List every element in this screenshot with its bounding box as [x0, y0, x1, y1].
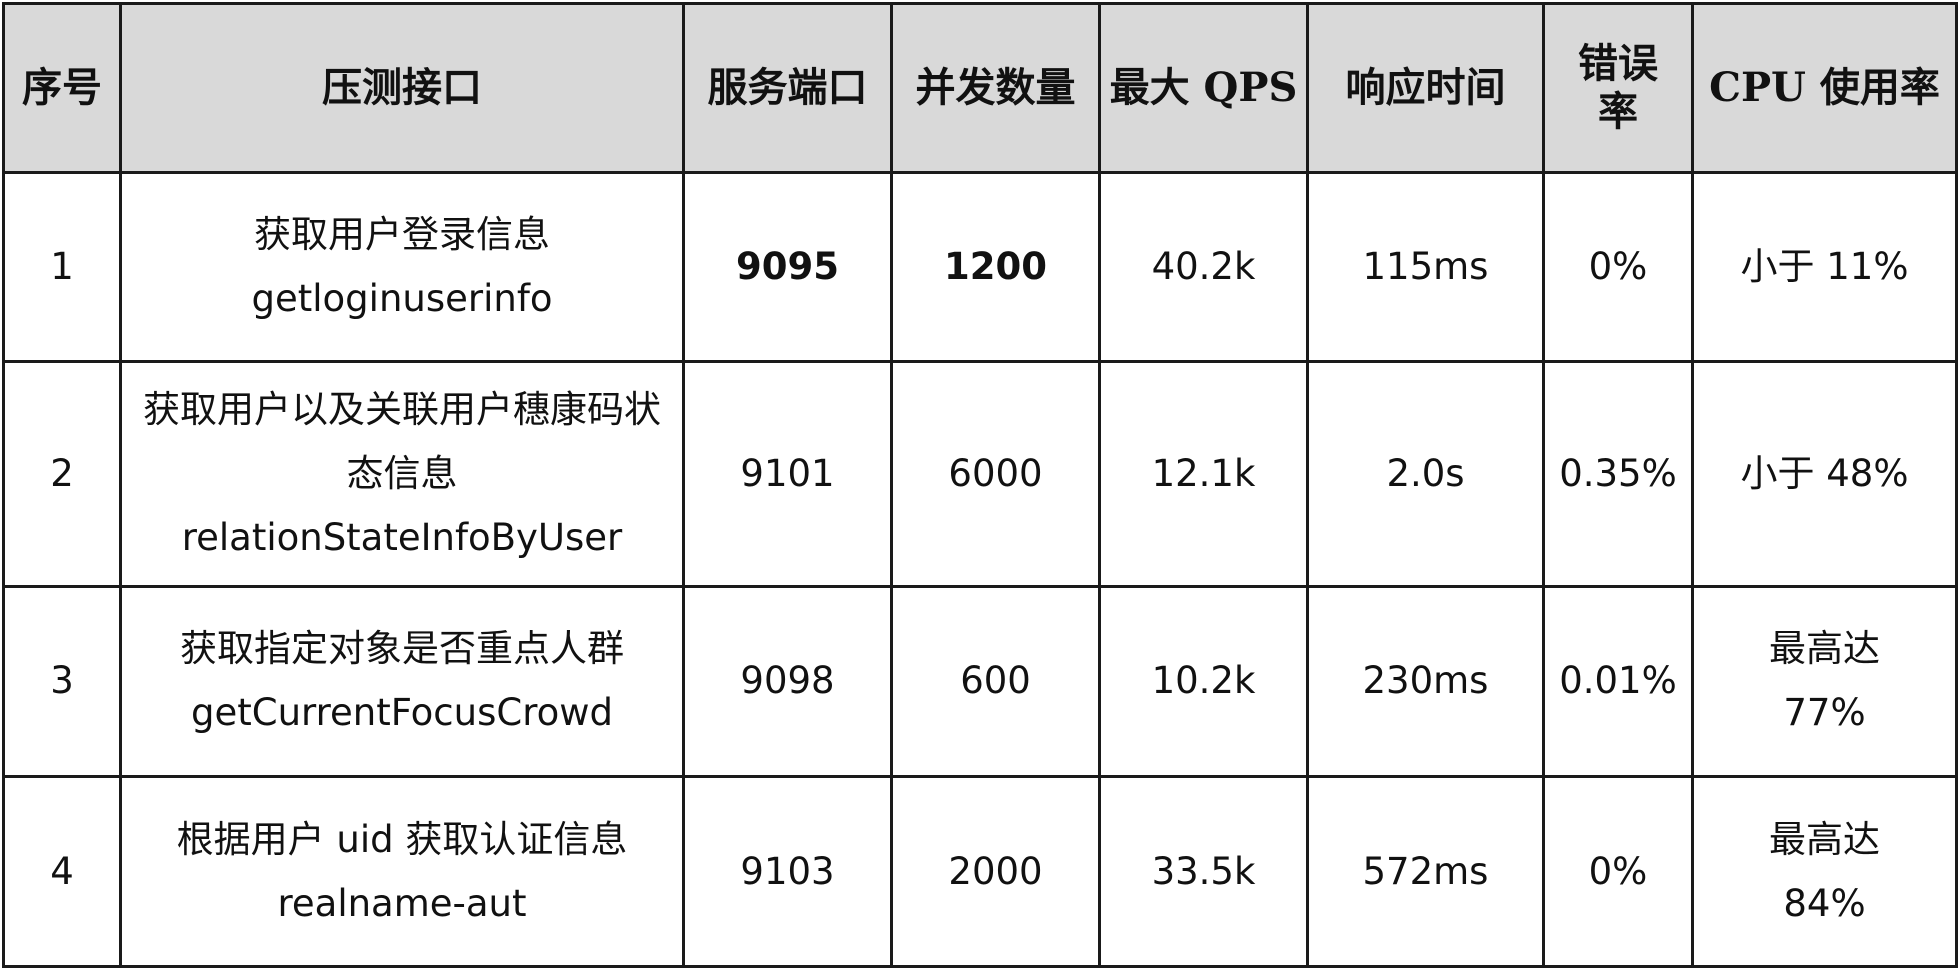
cpu-value: 84% — [1783, 881, 1866, 925]
cell-index: 1 — [2, 170, 122, 363]
cell-max-qps: 12.1k — [1098, 359, 1309, 588]
endpoint-en: getloginuserinfo — [251, 276, 553, 320]
cpu-value: 77% — [1783, 691, 1866, 735]
cell-cpu: 最高达 84% — [1691, 775, 1958, 968]
cell-max-qps: 33.5k — [1098, 775, 1309, 968]
endpoint-en: getCurrentFocusCrowd — [190, 691, 613, 735]
cell-concurrency: 2000 — [890, 775, 1101, 968]
table-row: 4 根据用户 uid 获取认证信息 realname-aut 9103 2000… — [2, 775, 1958, 968]
cell-concurrency: 1200 — [890, 170, 1101, 363]
table-row: 2 获取用户以及关联用户穗康码状 态信息 relationStateInfoBy… — [2, 359, 1958, 588]
endpoint-cn: 根据用户 uid 获取认证信息 — [176, 817, 628, 861]
cell-max-qps: 40.2k — [1098, 170, 1309, 363]
cell-response-time: 572ms — [1306, 775, 1545, 968]
endpoint-cn-cont: 态信息 — [346, 451, 458, 495]
endpoint-cn: 获取用户以及关联用户穗康码状 — [143, 387, 661, 431]
cell-port: 9103 — [682, 775, 893, 968]
header-concurrency: 并发数量 — [890, 2, 1101, 174]
cell-error-rate: 0.35% — [1542, 359, 1694, 588]
header-index: 序号 — [2, 2, 122, 174]
cell-port: 9101 — [682, 359, 893, 588]
cell-endpoint: 根据用户 uid 获取认证信息 realname-aut — [119, 775, 685, 968]
cell-index: 2 — [2, 359, 122, 588]
header-port: 服务端口 — [682, 2, 893, 174]
table-row: 1 获取用户登录信息 getloginuserinfo 9095 1200 40… — [2, 170, 1958, 363]
cpu-label: 最高达 — [1769, 627, 1880, 671]
cell-error-rate: 0.01% — [1542, 584, 1694, 779]
cell-response-time: 2.0s — [1306, 359, 1545, 588]
cell-port: 9095 — [682, 170, 893, 363]
cell-cpu: 小于 11% — [1691, 170, 1958, 363]
endpoint-en: relationStateInfoByUser — [181, 515, 623, 559]
endpoint-cn: 获取用户登录信息 — [254, 212, 550, 256]
cell-index: 4 — [2, 775, 122, 968]
endpoint-en: realname-aut — [277, 881, 527, 925]
cell-concurrency: 600 — [890, 584, 1101, 779]
header-error-rate: 错误 率 — [1542, 2, 1694, 174]
header-cpu: CPU 使用率 — [1691, 2, 1958, 174]
cell-response-time: 115ms — [1306, 170, 1545, 363]
cell-endpoint: 获取指定对象是否重点人群 getCurrentFocusCrowd — [119, 584, 685, 779]
cell-concurrency: 6000 — [890, 359, 1101, 588]
cell-error-rate: 0% — [1542, 775, 1694, 968]
cell-endpoint: 获取用户登录信息 getloginuserinfo — [119, 170, 685, 363]
header-error-rate-line2: 率 — [1598, 87, 1638, 135]
header-max-qps: 最大 QPS — [1098, 2, 1309, 174]
endpoint-cn: 获取指定对象是否重点人群 — [180, 627, 624, 671]
cell-cpu: 最高达 77% — [1691, 584, 1958, 779]
header-error-rate-line1: 错误 — [1578, 39, 1658, 87]
cell-max-qps: 10.2k — [1098, 584, 1309, 779]
header-response-time: 响应时间 — [1306, 2, 1545, 174]
cell-index: 3 — [2, 584, 122, 779]
header-row: 序号 压测接口 服务端口 并发数量 最大 QPS 响应时间 错误 率 CPU 使… — [2, 2, 1958, 174]
table-row: 3 获取指定对象是否重点人群 getCurrentFocusCrowd 9098… — [2, 584, 1958, 779]
cell-error-rate: 0% — [1542, 170, 1694, 363]
cell-port: 9098 — [682, 584, 893, 779]
header-endpoint: 压测接口 — [119, 2, 685, 174]
cell-endpoint: 获取用户以及关联用户穗康码状 态信息 relationStateInfoByUs… — [119, 359, 685, 588]
cell-cpu: 小于 48% — [1691, 359, 1958, 588]
cpu-label: 最高达 — [1769, 817, 1880, 861]
cell-response-time: 230ms — [1306, 584, 1545, 779]
